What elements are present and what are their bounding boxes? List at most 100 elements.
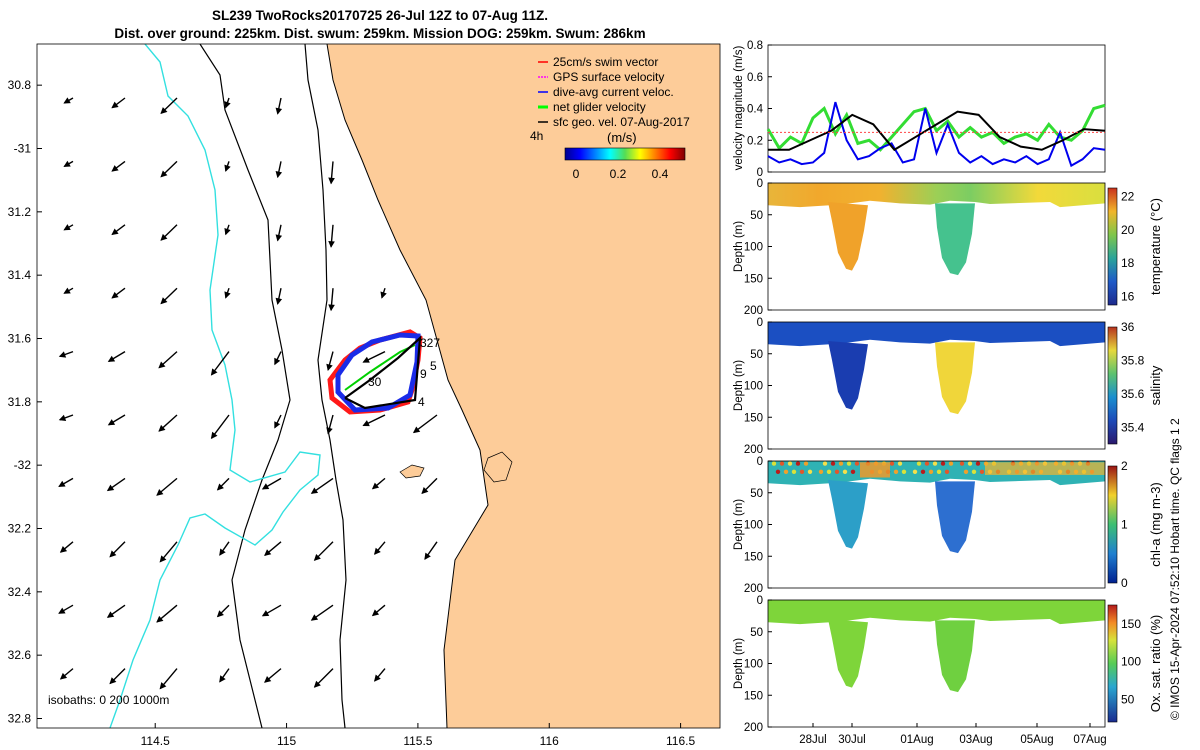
colorbar-tick-label: 1 — [1121, 518, 1128, 532]
chla-sample — [783, 469, 789, 474]
sfc-velocity-arrowhead — [216, 610, 224, 618]
sfc-velocity-arrowhead — [109, 550, 117, 558]
colorbar-tick-label: 22 — [1121, 189, 1135, 203]
section-surface-layer — [768, 322, 1105, 347]
velocity-ytick-label: 0 — [757, 167, 763, 179]
sfc-velocity-arrowhead — [160, 107, 168, 115]
colorbar-tick-label: 20 — [1121, 223, 1135, 237]
colorbar-tick-0: 0 — [573, 167, 580, 181]
sfc-velocity-arrowhead — [313, 553, 321, 561]
sfc-velocity-arrowhead — [326, 427, 333, 435]
map-ytick-label: -32 — [14, 458, 32, 472]
sfc-velocity-arrowhead — [371, 609, 380, 617]
chla-sample — [889, 461, 895, 466]
velocity-series-sfc-geo-vel- — [768, 110, 1106, 152]
sfc-velocity-arrowhead — [156, 615, 164, 623]
section-ytick-label: 150 — [744, 273, 763, 285]
sfc-velocity-arrowhead — [219, 675, 226, 683]
section-ytick-label: 100 — [744, 659, 763, 671]
section-deep-dive-2 — [935, 203, 975, 276]
sfc-velocity-arrowhead — [106, 484, 115, 492]
sfc-velocity-arrowhead — [63, 160, 71, 167]
sfc-velocity-arrowhead — [362, 356, 370, 363]
map-legend: 25cm/s swim vector GPS surface velocity … — [530, 55, 690, 181]
map-ytick-label: 32.8 — [8, 712, 32, 726]
sfc-velocity-arrowhead — [107, 419, 116, 426]
chla-sample — [818, 469, 824, 474]
sfc-velocity-arrow — [373, 732, 385, 742]
section-ytick-label: 150 — [744, 690, 763, 702]
sfc-velocity-arrowhead — [108, 739, 114, 744]
sfc-velocity-arrowhead — [312, 742, 318, 747]
colorbar-label: salinity — [1148, 365, 1163, 405]
section-deep-dive-1 — [828, 619, 868, 688]
sfc-velocity-arrowhead — [160, 297, 168, 305]
sfc-velocity-arrowhead — [111, 228, 119, 236]
velocity-panel: 0 0.2 0.4 0.6 0.8 velocity magnitude (m/s) — [733, 40, 1106, 179]
chla-sample — [771, 461, 777, 466]
chla-sample — [846, 461, 852, 466]
sfc-velocity-arrowhead — [58, 351, 67, 358]
sfc-velocity-arrowhead — [310, 614, 319, 621]
time-xtick-label: 07Aug — [1073, 734, 1106, 746]
map-ytick-label: 32.6 — [8, 648, 32, 662]
track-label-5: 5 — [430, 359, 437, 373]
legend-net-glider: net glider velocity — [553, 100, 646, 114]
colorbar-tick-label: 100 — [1121, 655, 1141, 669]
chla-sample — [803, 461, 809, 466]
sfc-velocity-arrow — [312, 732, 333, 747]
colorbar-tick-label: 35.4 — [1121, 420, 1145, 434]
chla-sample — [854, 461, 860, 466]
map-ytick-label: 31.8 — [8, 395, 32, 409]
chla-sample — [924, 461, 930, 466]
chla-sample — [822, 461, 828, 466]
glider-track — [327, 329, 423, 415]
legend-gps-velocity: GPS surface velocity — [553, 70, 664, 84]
sfc-velocity-arrowhead — [261, 610, 270, 617]
colorbar-unit-label: (m/s) — [607, 130, 637, 145]
map-ytick-label: 32.4 — [8, 585, 32, 599]
sfc-velocity-arrowhead — [109, 677, 117, 685]
sfc-velocity-arrowhead — [160, 170, 168, 178]
sfc-velocity-arrowhead — [107, 355, 116, 362]
chla-sample — [963, 469, 969, 474]
sfc-velocity-arrowhead — [274, 421, 281, 429]
sfc-velocity-arrowhead — [210, 431, 218, 440]
section-ytick-label: 100 — [744, 242, 763, 254]
sfc-velocity-arrowhead — [158, 361, 166, 369]
sfc-velocity-arrowhead — [58, 414, 67, 422]
section-ylabel: Depth (m) — [733, 221, 745, 272]
map-axis-ticks: 114.5 115 115.5 116 116.5 30.8 -31 31.2 31.4 31.6… — [8, 78, 696, 748]
chla-sample — [893, 469, 899, 474]
sfc-velocity-arrowhead — [362, 420, 370, 427]
chla-sample — [959, 461, 965, 466]
sfc-velocity-arrowhead — [328, 240, 335, 248]
sfc-velocity-arrowhead — [373, 547, 381, 555]
chla-sample — [799, 469, 805, 474]
colorbar-label: Ox. sat. ratio (%) — [1148, 615, 1163, 713]
colorbar-tick-label: 18 — [1121, 256, 1135, 270]
section-ytick-label: 50 — [750, 627, 763, 639]
chla-sample — [967, 461, 973, 466]
coastline — [326, 44, 489, 728]
map-xtick-label: 116.5 — [666, 734, 695, 748]
sfc-velocity-arrowhead — [264, 676, 272, 683]
colorbar-tick-2: 0.4 — [652, 167, 669, 181]
sfc-velocity-arrowhead — [274, 357, 281, 366]
sfc-velocity-arrowhead — [160, 233, 168, 241]
section-deep-dive-2 — [935, 481, 975, 554]
section-ytick-label: 0 — [757, 317, 763, 329]
salinity-section: 0 50 100 150 200 Depth (m) 36 35.8 35.6 35.4 salin… — [733, 317, 1163, 456]
map-xtick-label: 115.5 — [403, 734, 432, 748]
chla-sample — [775, 469, 781, 474]
map-ytick-label: -31 — [14, 142, 32, 156]
sfc-velocity-arrowhead — [218, 738, 223, 743]
chla-sample — [928, 469, 934, 474]
sfc-velocity-arrowhead — [63, 97, 71, 104]
legend-swim-vector: 25cm/s swim vector — [553, 55, 658, 69]
isobath-cyan — [109, 44, 321, 728]
chla-sample — [826, 469, 832, 474]
colorbar-tick-label: 16 — [1121, 290, 1135, 304]
sfc-velocity-arrowhead — [159, 682, 167, 690]
section-ylabel: Depth (m) — [733, 638, 745, 689]
